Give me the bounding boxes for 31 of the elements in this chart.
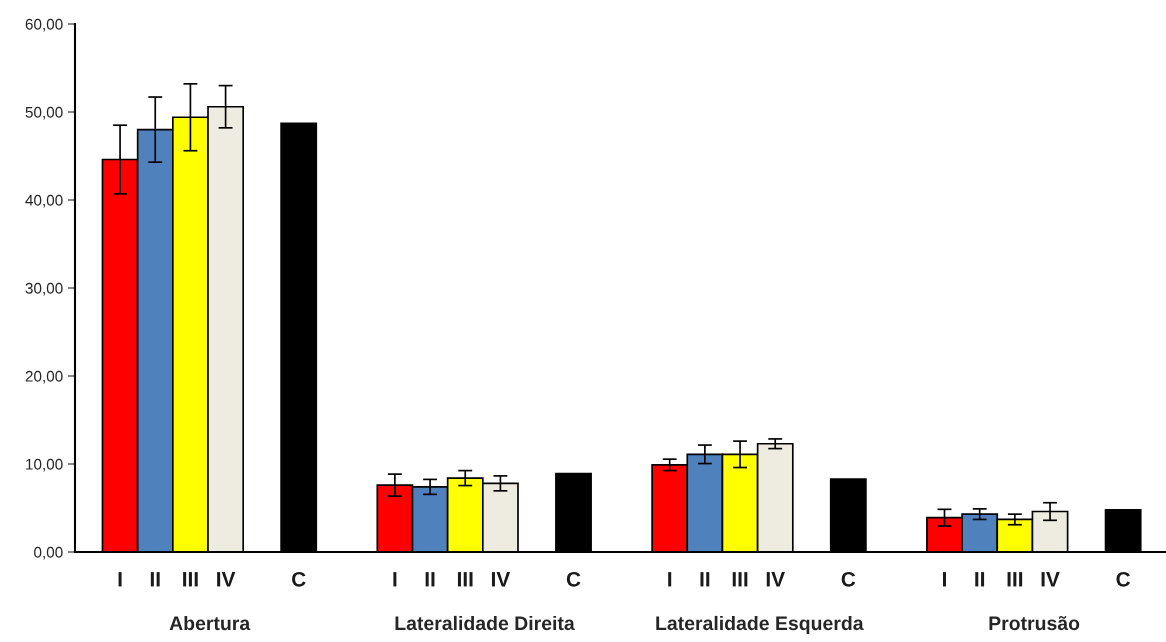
text: I xyxy=(668,572,672,587)
series-label: C xyxy=(292,571,306,587)
text: II xyxy=(975,572,985,587)
text: C xyxy=(566,571,581,587)
text: III xyxy=(457,572,473,587)
text: IV xyxy=(766,572,785,587)
y-tick-label: 30,00 xyxy=(25,282,63,296)
series-label: III xyxy=(183,572,198,587)
text: I xyxy=(943,572,946,587)
series-label: II xyxy=(150,572,160,587)
text: III xyxy=(732,572,748,587)
x-tick-label: Protrusão xyxy=(989,615,1080,631)
text: C xyxy=(1116,571,1131,587)
text: IV xyxy=(1041,572,1060,587)
text: C xyxy=(841,571,856,587)
y-tick-label: 10,00 xyxy=(26,458,63,472)
text: IV xyxy=(491,572,511,587)
text: III xyxy=(1007,572,1023,587)
text: II xyxy=(700,572,710,587)
x-tick-label: Abertura xyxy=(169,615,251,631)
y-tick-label: 60,00 xyxy=(25,18,63,32)
y-tick-label: 0,00 xyxy=(34,546,63,560)
y-tick-label: 50,00 xyxy=(25,106,63,120)
series-label: IV xyxy=(217,572,236,587)
series-label: I xyxy=(118,572,122,587)
x-tick-label: Lateralidade Esquerda xyxy=(656,615,864,635)
text: I xyxy=(393,572,397,587)
y-tick-label: 40,00 xyxy=(25,194,63,208)
y-tick-label: 20,00 xyxy=(25,370,63,384)
x-tick-label: Lateralidade Direita xyxy=(395,615,575,631)
text: II xyxy=(425,572,435,587)
